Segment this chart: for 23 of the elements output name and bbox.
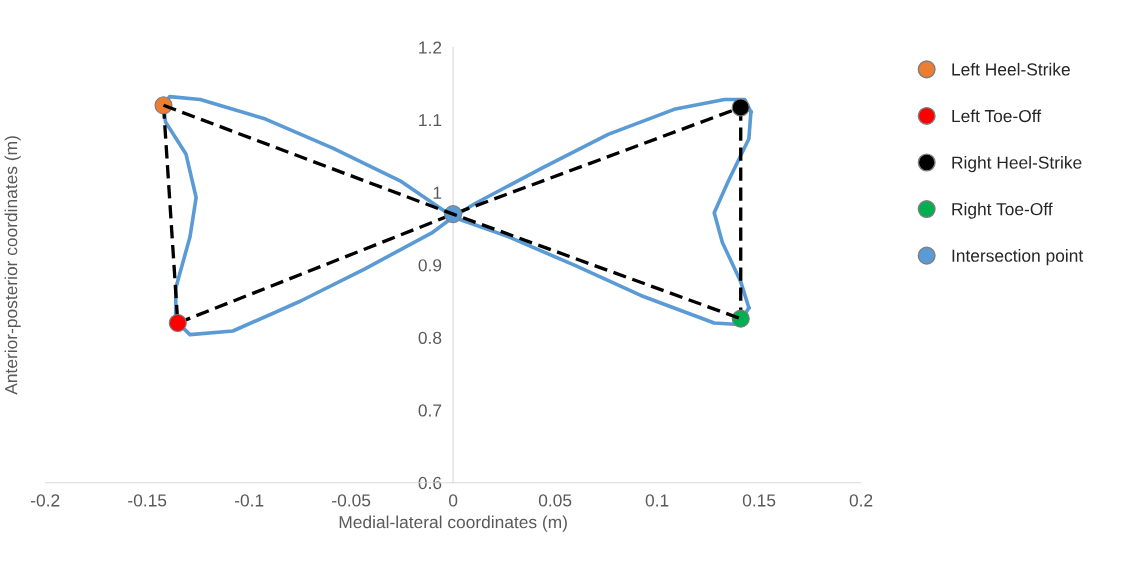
x-tick-label: 0.2	[849, 494, 873, 507]
legend-label: Right Heel-Strike	[952, 155, 1082, 173]
y-tick-label: 1.2	[419, 41, 442, 54]
y-tick-label: 0.6	[418, 476, 442, 490]
y-tick-label: 0.8	[418, 331, 442, 344]
x-axis-title: Medial-lateral coordinates (m)	[339, 515, 567, 532]
legend-label: Right Toe-Off	[952, 202, 1053, 219]
x-tick-label: 0.15	[742, 494, 776, 507]
x-tick-label: 0.05	[538, 494, 572, 507]
legend-label: Intersection point	[952, 249, 1084, 266]
y-tick-label: 1	[433, 186, 442, 199]
legend-label: Left Heel-Strike	[952, 62, 1070, 76]
y-axis-title: Anterior-posterior coordinates (m)	[4, 136, 21, 395]
x-tick-label: -0.15	[128, 494, 167, 507]
legend-label: Left Toe-Off	[952, 109, 1042, 123]
y-tick-label: 0.7	[418, 404, 442, 417]
y-tick-label: 0.9	[418, 259, 442, 272]
x-tick-label: -0.1	[234, 494, 264, 507]
x-tick-label: -0.2	[31, 494, 60, 507]
y-tick-label: 1.1	[419, 114, 442, 127]
x-tick-label: -0.05	[332, 494, 371, 507]
x-tick-label: 0	[448, 494, 458, 507]
x-tick-label: 0.1	[645, 494, 669, 507]
